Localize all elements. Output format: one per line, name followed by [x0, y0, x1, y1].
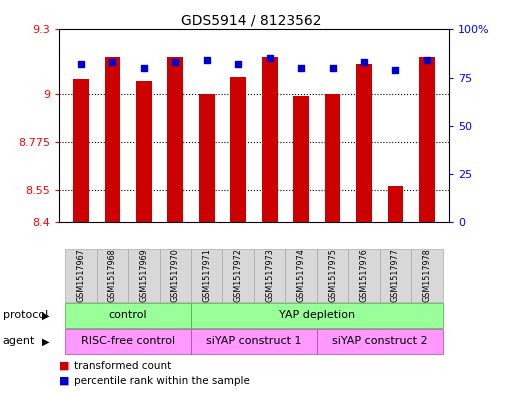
Text: GSM1517972: GSM1517972	[234, 248, 243, 302]
Text: GSM1517967: GSM1517967	[76, 248, 86, 302]
Point	[171, 59, 180, 65]
Point	[234, 61, 242, 67]
Text: GSM1517973: GSM1517973	[265, 248, 274, 302]
Bar	[230, 77, 246, 222]
Point	[266, 55, 274, 61]
Bar	[262, 57, 278, 222]
Point	[423, 57, 431, 63]
Bar	[136, 81, 152, 222]
Bar	[293, 96, 309, 222]
Point	[140, 65, 148, 71]
Point	[203, 57, 211, 63]
Text: GSM1517975: GSM1517975	[328, 248, 337, 302]
Text: agent: agent	[3, 336, 35, 346]
Text: siYAP construct 2: siYAP construct 2	[332, 336, 427, 346]
Text: siYAP construct 1: siYAP construct 1	[206, 336, 302, 346]
Text: ▶: ▶	[43, 336, 50, 346]
Point	[360, 59, 368, 65]
Point	[297, 65, 305, 71]
Text: ■: ■	[59, 376, 69, 386]
Point	[77, 61, 85, 67]
Point	[391, 67, 400, 73]
Bar	[73, 79, 89, 222]
Point	[328, 65, 337, 71]
Bar	[325, 94, 341, 222]
Text: control: control	[109, 310, 147, 320]
Text: transformed count: transformed count	[74, 361, 172, 371]
Text: GSM1517970: GSM1517970	[171, 248, 180, 302]
Bar	[199, 94, 214, 222]
Text: GSM1517974: GSM1517974	[297, 248, 306, 302]
Text: GSM1517976: GSM1517976	[360, 248, 368, 302]
Text: GDS5914 / 8123562: GDS5914 / 8123562	[181, 14, 322, 28]
Bar	[387, 185, 403, 222]
Text: protocol: protocol	[3, 310, 48, 320]
Bar	[356, 64, 372, 222]
Text: RISC-free control: RISC-free control	[81, 336, 175, 346]
Text: GSM1517978: GSM1517978	[422, 248, 431, 302]
Text: YAP depletion: YAP depletion	[279, 310, 355, 320]
Bar	[105, 57, 121, 222]
Text: percentile rank within the sample: percentile rank within the sample	[74, 376, 250, 386]
Bar	[167, 57, 183, 222]
Text: GSM1517977: GSM1517977	[391, 248, 400, 302]
Point	[108, 59, 116, 65]
Text: ▶: ▶	[43, 310, 50, 320]
Text: GSM1517968: GSM1517968	[108, 248, 117, 302]
Text: GSM1517969: GSM1517969	[140, 248, 148, 302]
Bar	[419, 57, 435, 222]
Text: ■: ■	[59, 361, 69, 371]
Text: GSM1517971: GSM1517971	[202, 248, 211, 302]
